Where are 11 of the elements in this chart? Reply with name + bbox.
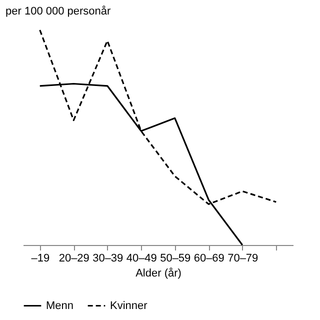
x-tick-label: 50–59 bbox=[160, 252, 191, 264]
legend-label: Menn bbox=[46, 300, 74, 312]
x-tick-label: 20–29 bbox=[58, 252, 90, 264]
y-axis-title: per 100 000 personår bbox=[6, 6, 112, 18]
x-tick-label: 30–39 bbox=[92, 252, 124, 264]
x-tick-label: 60–69 bbox=[194, 252, 224, 264]
x-tick-label: 40–49 bbox=[126, 252, 157, 264]
x-tick-label: –19 bbox=[31, 252, 50, 264]
x-tick-label: 70–79 bbox=[228, 252, 258, 264]
x-axis-title: Alder (år) bbox=[136, 268, 182, 280]
legend-label: Kvinner bbox=[110, 300, 148, 312]
